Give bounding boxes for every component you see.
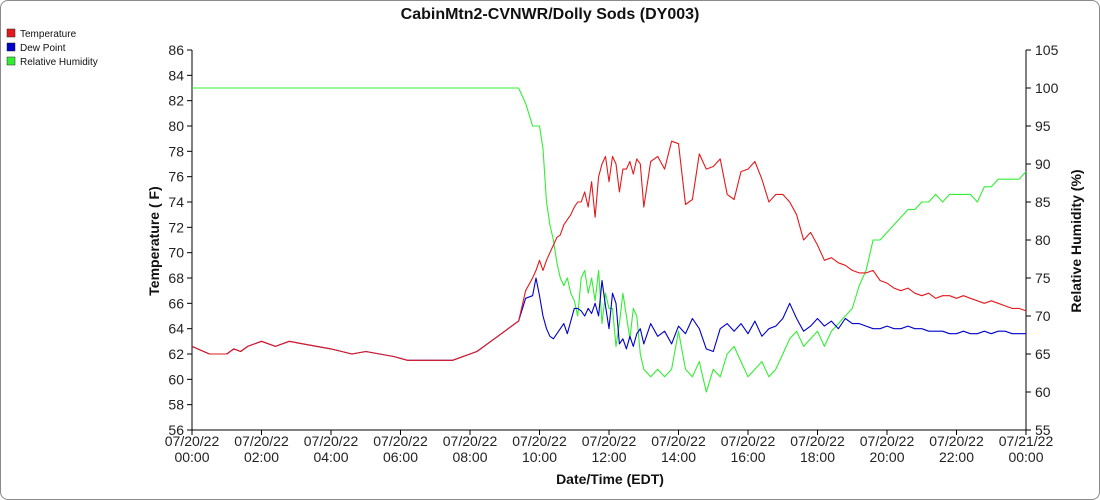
x-tick-date: 07/20/22 [373,433,428,449]
y-left-tick-label: 86 [168,42,184,58]
legend-humidity-swatch [6,56,16,66]
x-tick-date: 07/20/22 [304,433,359,449]
y-left-tick-label: 72 [168,219,184,235]
relative-humidity-series-line [192,87,1027,393]
x-tick-date: 07/20/22 [651,433,706,449]
x-tick-time: 12:00 [591,449,626,465]
y-left-tick-label: 74 [168,194,184,210]
y-axis-right-label: Relative Humidity (%) [1068,169,1084,312]
x-tick-time: 20:00 [869,449,904,465]
y-left-tick-label: 60 [168,371,184,387]
y-left-tick-label: 58 [168,397,184,413]
y-left-tick-label: 70 [168,245,184,261]
x-tick-date: 07/20/22 [582,433,637,449]
y-left-tick-label: 66 [168,295,184,311]
x-tick-date: 07/20/22 [165,433,220,449]
x-tick-date: 07/20/22 [443,433,498,449]
y-right-tick-label: 75 [1035,270,1051,286]
x-tick-time: 22:00 [939,449,974,465]
y-right-tick-label: 100 [1035,80,1059,96]
y-right-tick-label: 85 [1035,194,1051,210]
x-tick-date: 07/20/22 [234,433,289,449]
y-axis-left-label: Temperature ( F) [146,186,162,295]
x-tick-time: 10:00 [522,449,557,465]
y-right-tick-label: 65 [1035,346,1051,362]
y-right-tick-label: 95 [1035,118,1051,134]
x-tick-time: 06:00 [383,449,418,465]
legend-humidity-label: Relative Humidity [20,57,98,68]
x-tick-time: 14:00 [661,449,696,465]
x-tick-date: 07/20/22 [721,433,776,449]
x-axis-label: Date/Time (EDT) [556,471,664,487]
x-tick-time: 00:00 [1008,449,1043,465]
x-tick-date: 07/20/22 [929,433,984,449]
x-tick-time: 16:00 [730,449,765,465]
y-left-tick-label: 82 [168,93,184,109]
x-tick-time: 00:00 [174,449,209,465]
legend: Temperature Dew Point Relative Humidity [6,28,98,68]
y-right-tick-label: 90 [1035,156,1051,172]
y-right-tick-label: 60 [1035,384,1051,400]
x-tick-time: 08:00 [452,449,487,465]
legend-temperature-label: Temperature [20,29,77,40]
y-right-tick-label: 80 [1035,232,1051,248]
y-right-tick-label: 55 [1035,422,1051,438]
series-layer [191,87,1027,393]
y-left-tick-label: 68 [168,270,184,286]
x-tick-time: 02:00 [244,449,279,465]
chart-title: CabinMtn2-CVNWR/Dolly Sods (DY003) [401,6,700,23]
y-left-tick-label: 78 [168,143,184,159]
y-left-tick-label: 76 [168,169,184,185]
y-right-tick-label: 70 [1035,308,1051,324]
y-left-tick-label: 64 [168,321,184,337]
y-right-tick-label: 105 [1035,42,1059,58]
legend-dewpoint-label: Dew Point [20,43,66,54]
y-left-tick-label: 56 [168,422,184,438]
x-tick-date: 07/20/22 [790,433,845,449]
x-tick-time: 18:00 [800,449,835,465]
axes: 56 58 60 62 64 66 68 70 72 74 76 78 80 82 84 86 55 60 65 70… [165,42,1059,465]
y-left-tick-label: 80 [168,118,184,134]
legend-dewpoint-swatch [6,42,16,52]
x-tick-date: 07/20/22 [512,433,567,449]
temperature-series-line [191,140,1027,361]
x-tick-date: 07/21/22 [999,433,1054,449]
x-tick-time: 04:00 [313,449,348,465]
y-left-tick-label: 84 [168,67,184,83]
x-tick-date: 07/20/22 [860,433,915,449]
y-left-tick-label: 62 [168,346,184,362]
legend-temperature-swatch [6,28,16,38]
